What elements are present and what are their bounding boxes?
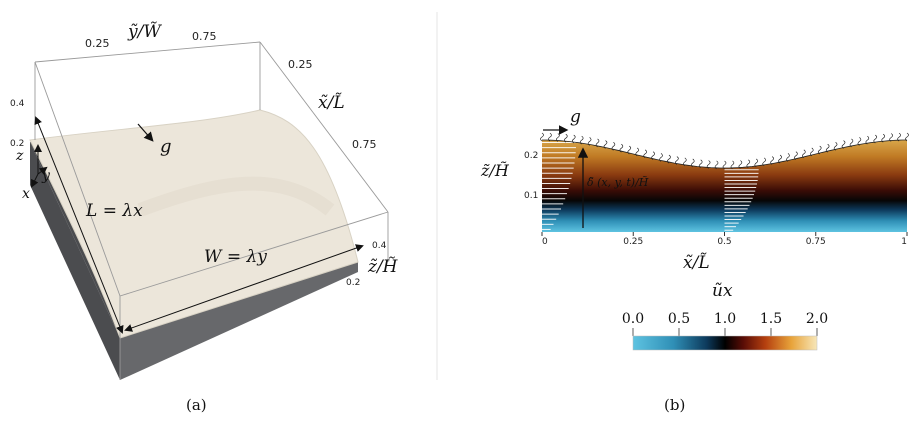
free-surface-line [542,139,907,169]
surface-ripple [817,145,822,155]
surface-ripple [730,160,735,170]
top-tick-0: 0.25 [85,37,110,50]
surface-ripple [770,156,774,165]
surface-ripple [651,151,655,160]
x-tick-label: 0.5 [717,237,731,247]
triad-y: y [41,168,51,184]
colorbar-tick-label: 2.0 [806,311,828,327]
surface-ripple [706,160,711,169]
surface-ripple [746,159,751,169]
gravity-label: g [160,136,172,157]
surface-ripple [825,143,830,153]
z-axis-label: z̃/H̃ [367,257,399,277]
surface-ripple [857,137,862,146]
x-tick-label: 0.75 [806,237,826,247]
colorbar-label: ũx [712,281,733,301]
x-tick-label: 0.25 [623,237,643,247]
surface-ripple [841,140,846,149]
triad-z: z [15,148,24,164]
length-dimension [34,116,124,334]
surface-ripple [778,154,782,164]
surface-ripple [595,138,600,148]
surface-ripple [571,134,576,144]
panel-b: g δ̃ (x, y, t)/H̃ z̃/H̃ 0.2 0.1 0 0.25 0.5… [480,107,909,414]
width-label: W = λy [204,247,267,267]
surface-ripple [698,159,703,169]
surface-ripple [667,154,671,164]
colorbar-tick-label: 1.5 [760,311,782,327]
surface-ripple [786,153,790,162]
surface-ripple [675,156,679,165]
panel-a: 0.25 0.75 ỹ/W̃ 0.25 x̃/L̃ 0.75 0.4 z̃/H̃… [10,22,399,414]
left-tick-1: 0.2 [10,139,24,149]
surface-ripple [682,157,687,167]
surface-ripple [865,135,870,145]
gravity-label-b: g [570,107,581,127]
surface-ripple [611,142,616,151]
triad-x: x [22,186,30,202]
surface-ripple [905,132,909,142]
gravity-arrow [137,123,154,142]
surface-ripple [619,143,624,153]
surface-ripple [587,137,592,146]
colorbar-tick-label: 0.0 [622,311,644,327]
surface-ripple [714,160,719,170]
axis-triad [31,144,48,188]
surface-ripple [659,153,663,162]
surface-ripple [833,142,838,151]
surface-ripple [794,151,798,160]
x-axis-label: x̃/L̃ [683,253,710,273]
y-tick-0: 0.2 [524,151,538,161]
colorbar-tick-label: 1.0 [714,311,736,327]
y-tick-1: 0.1 [524,191,538,201]
x-tick-label: 1 [901,237,907,247]
caption-b: (b) [664,396,685,414]
surface-ripple [889,133,893,142]
bounding-box [34,41,389,380]
width-dimension [124,244,364,332]
left-tick-0: 0.4 [10,99,25,109]
surface-ripple [579,135,584,145]
surface-ripple [873,134,878,144]
length-label: L = λx [85,201,143,221]
surface-ripple [802,149,806,159]
colorbar [632,335,818,351]
surface-ripple [540,132,544,142]
right-tick-1: 0.75 [352,138,377,151]
colorbar-tick-label: 0.5 [668,311,690,327]
velocity-profiles [542,142,759,231]
surface-ripple [809,147,814,157]
x-tick-label: 0 [542,237,548,247]
surface-ripple [548,132,552,142]
delta-label: δ̃ (x, y, t)/H̃ [587,176,649,189]
surface-ripple [897,132,901,142]
caption-a: (a) [186,396,207,414]
surface-ripple [643,149,647,159]
surface-ripple [722,160,727,170]
surface-ripple [762,157,767,167]
liquid-surface [29,109,359,339]
surface-ripple [563,133,568,143]
surface-ripple [849,138,854,148]
surface-ripple [754,158,759,168]
surface-ripple [738,160,743,169]
z-tick-1: 0.2 [346,278,360,288]
surface-ripple [603,140,608,149]
right-tick-0: 0.25 [288,58,313,71]
surface-shading [137,176,335,217]
surface-ripple [690,158,695,168]
top-axis-label: ỹ/W̃ [127,22,162,42]
z-tick-0: 0.4 [372,241,387,251]
y-axis-label: z̃/H̃ [480,161,510,180]
surface-ripple [635,147,640,157]
top-tick-1: 0.75 [192,30,217,43]
colorbar-ticks: 0.0 0.5 1.0 1.5 2.0 [622,311,828,336]
right-axis-label: x̃/L̃ [318,93,345,113]
surface-ripple [627,145,632,155]
surface-ripple [881,133,886,143]
x-ticks: 0 0.25 0.5 0.75 1 [541,232,908,247]
surface-ripples [540,132,909,170]
